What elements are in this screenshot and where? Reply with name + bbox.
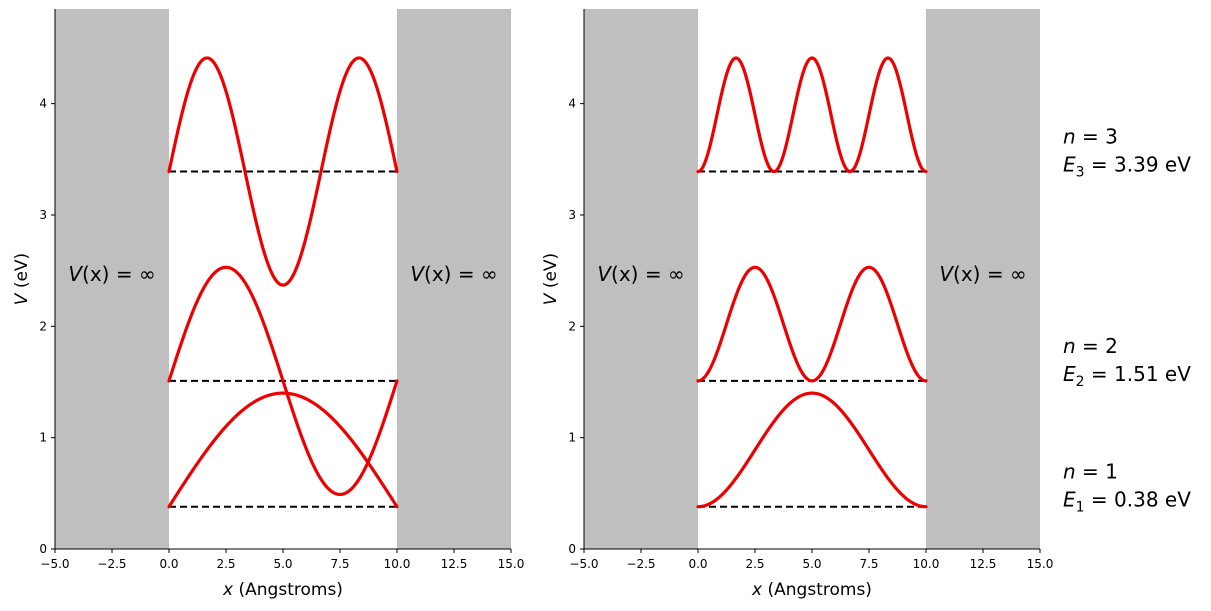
x-tick-label: 12.5 (970, 557, 997, 571)
level-annotation-energy: E1 = 0.38 eV (1063, 488, 1191, 516)
level-annotation-energy-subscript: 1 (1076, 500, 1085, 516)
wall-label-var: V (410, 262, 425, 286)
x-tick-label: −2.5 (626, 557, 655, 571)
x-axis-label-var: x (222, 580, 234, 600)
right-wall-label: V(x) = ∞ (410, 262, 497, 286)
y-tick-label: 1 (568, 431, 576, 445)
probability-density-curve-n1 (696, 391, 928, 509)
right-wall-region (397, 9, 511, 549)
wall-label-arg: (x) (953, 262, 980, 286)
y-axis-label-var: V (541, 292, 561, 305)
level-annotation-energy-subscript: 3 (1076, 165, 1085, 181)
x-tick-label: 12.5 (441, 557, 468, 571)
wall-label-rest: = ∞ (639, 262, 685, 286)
energy-level-annotations: n = 3E3 = 3.39 eVn = 2E2 = 1.51 eVn = 1E… (1063, 125, 1191, 516)
level-annotation-n: n = 2 (1063, 334, 1118, 358)
left-wall-label: V(x) = ∞ (68, 262, 155, 286)
panel-left-psi: V(x) = ∞ V(x) = ∞−5.0 −2.5 0.0 2.5 5.0 7.5 10.0… (12, 9, 524, 600)
y-axis-label: V (eV) (12, 253, 32, 305)
x-tick-label: 7.5 (330, 557, 349, 571)
level-annotation-energy-text: = 0.38 eV (1085, 488, 1192, 512)
left-wall-region (55, 9, 169, 549)
x-axis-label-unit: (Angstroms) (233, 580, 343, 600)
wall-label-var: V (597, 262, 612, 286)
x-tick-label: 0.0 (159, 557, 178, 571)
y-axis-label-var: V (12, 292, 32, 305)
x-axis-label: x (Angstroms) (751, 580, 872, 600)
x-tick-label: 2.5 (216, 557, 235, 571)
y-tick-label: 3 (39, 208, 47, 222)
level-annotation-energy-subscript: 2 (1076, 374, 1085, 390)
level-annotation-energy-var: E (1063, 153, 1076, 177)
wavefunction-curve-n3 (167, 56, 399, 287)
x-tick-label: 0.0 (688, 557, 707, 571)
y-tick-label: 3 (568, 208, 576, 222)
y-tick-label: 4 (568, 97, 576, 111)
wall-label-arg: (x) (611, 262, 638, 286)
y-tick-label: 2 (39, 319, 47, 333)
y-tick-label: 0 (39, 542, 47, 556)
x-tick-label: −5.0 (569, 557, 598, 571)
level-annotation-n: n = 1 (1063, 460, 1118, 484)
y-axis-label-unit: (eV) (541, 253, 561, 294)
level-annotation-n-var: n (1063, 460, 1076, 484)
wavefunction-curve-n1 (167, 391, 399, 509)
level-annotation-n-var: n (1063, 125, 1076, 149)
left-wall-region (584, 9, 698, 549)
x-tick-label: 2.5 (745, 557, 764, 571)
y-axis-label-unit: (eV) (12, 253, 32, 294)
x-tick-label: 15.0 (1027, 557, 1054, 571)
level-annotation-n-var: n (1063, 334, 1076, 358)
y-axis-label: V (eV) (541, 253, 561, 305)
wall-label-var: V (68, 262, 83, 286)
x-tick-label: 5.0 (273, 557, 292, 571)
level-annotation-energy-text: = 1.51 eV (1085, 362, 1192, 386)
level-annotation-n: n = 3 (1063, 125, 1118, 149)
x-tick-label: 10.0 (384, 557, 411, 571)
level-annotation-energy-text: = 3.39 eV (1085, 153, 1192, 177)
wall-label-var: V (939, 262, 954, 286)
x-tick-label: −5.0 (40, 557, 69, 571)
probability-density-curve-n3 (696, 56, 928, 174)
y-tick-label: 4 (39, 97, 47, 111)
level-annotation-n-text: = 1 (1076, 460, 1118, 484)
panel-right-psi-squared: V(x) = ∞ V(x) = ∞−5.0 −2.5 0.0 2.5 5.0 7.5 10.0… (541, 9, 1053, 600)
x-tick-label: 5.0 (802, 557, 821, 571)
right-wall-region (926, 9, 1040, 549)
level-annotation-energy: E3 = 3.39 eV (1063, 153, 1191, 181)
wavefunction-curve-n2 (167, 265, 399, 497)
right-wall-label: V(x) = ∞ (939, 262, 1026, 286)
wall-label-rest: = ∞ (981, 262, 1027, 286)
left-wall-label: V(x) = ∞ (597, 262, 684, 286)
x-tick-label: 10.0 (913, 557, 940, 571)
wall-label-rest: = ∞ (110, 262, 156, 286)
level-annotation-n-text: = 2 (1076, 334, 1118, 358)
x-tick-label: 7.5 (859, 557, 878, 571)
wall-label-arg: (x) (82, 262, 109, 286)
level-annotation-n-text: = 3 (1076, 125, 1118, 149)
x-axis-label-unit: (Angstroms) (762, 580, 872, 600)
x-tick-label: −2.5 (97, 557, 126, 571)
x-axis-label-var: x (751, 580, 763, 600)
wall-label-arg: (x) (424, 262, 451, 286)
y-tick-label: 1 (39, 431, 47, 445)
y-tick-label: 0 (568, 542, 576, 556)
level-annotation-energy: E2 = 1.51 eV (1063, 362, 1191, 390)
probability-density-curve-n2 (696, 265, 928, 383)
wall-label-rest: = ∞ (452, 262, 498, 286)
y-tick-label: 2 (568, 319, 576, 333)
x-tick-label: 15.0 (498, 557, 525, 571)
x-axis-label: x (Angstroms) (222, 580, 343, 600)
level-annotation-energy-var: E (1063, 488, 1076, 512)
level-annotation-energy-var: E (1063, 362, 1076, 386)
